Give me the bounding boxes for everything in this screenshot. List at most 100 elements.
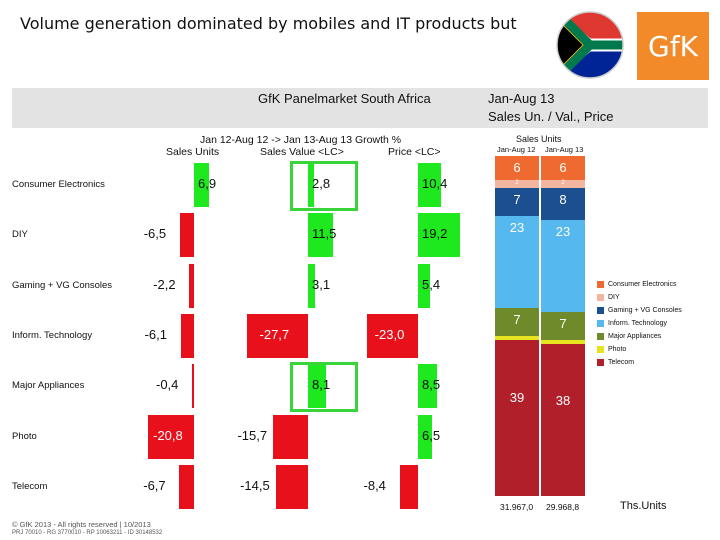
stack-segment-label: 39	[509, 389, 525, 405]
project-ids: PRJ 70010 - RG 3770010 - RP 10063211 - I…	[12, 530, 163, 536]
growth-value-label: 2,8	[312, 176, 331, 191]
header-measures: Sales Un. / Val., Price	[488, 109, 614, 124]
category-label: Gaming + VG Consoles	[12, 279, 113, 291]
growth-bar	[148, 414, 194, 459]
growth-bar	[189, 263, 194, 308]
legend-label: Inform. Technology	[608, 320, 668, 327]
stack-segment-label: 2	[515, 180, 519, 186]
stack-segment-label: 38	[555, 392, 571, 408]
legend-swatch	[597, 281, 604, 288]
growth-bar	[179, 464, 194, 509]
legend-swatch	[597, 359, 604, 366]
stack-segment-label: 6	[513, 160, 521, 175]
growth-bar	[418, 414, 433, 459]
stack-segment-label: 23	[509, 220, 525, 235]
growth-value-label: -0,4	[156, 377, 179, 393]
growth-bar	[194, 163, 210, 207]
highlight-box	[290, 161, 358, 211]
stack-segment	[541, 220, 585, 312]
category-label: Photo	[12, 430, 37, 442]
category-label: Major Appliances	[12, 380, 85, 392]
growth-bar	[308, 163, 315, 207]
stack-segment	[495, 188, 539, 216]
header-panel-title: GfK Panelmarket South Africa	[258, 91, 431, 106]
growth-bar	[399, 464, 418, 509]
growth-chart-title: Jan 12-Aug 12 -> Jan 13-Aug 13 Growth %	[200, 134, 402, 146]
legend-swatch	[597, 346, 604, 353]
growth-value-label: 11,5	[312, 226, 337, 242]
legend: Consumer Electronics DIY Gaming + VG Conso…	[597, 278, 682, 369]
category-label: Inform. Technology	[12, 329, 93, 341]
legend-swatch	[597, 307, 604, 314]
growth-value-label: -6,7	[143, 477, 166, 493]
growth-bar	[308, 213, 334, 258]
growth-value-label: 3,1	[312, 276, 331, 292]
growth-value-label: 8,1	[312, 377, 331, 393]
growth-bar	[308, 263, 315, 308]
growth-value-label: 10,4	[422, 176, 448, 191]
growth-value-label: 19,2	[422, 226, 448, 242]
legend-item: Major Appliances	[597, 330, 682, 343]
stack-segment	[495, 180, 539, 188]
stack-segment	[495, 216, 539, 308]
growth-bar	[308, 364, 326, 409]
category-label: Telecom	[12, 480, 48, 492]
legend-label: Telecom	[608, 359, 635, 366]
stack-segment-label: 7	[559, 316, 567, 331]
header-period: Jan-Aug 13	[488, 91, 555, 106]
growth-value-label: -6,1	[144, 326, 167, 342]
growth-bar	[247, 313, 308, 358]
category-label: Consumer Electronics	[12, 179, 105, 190]
growth-value-label: 5,4	[422, 276, 441, 292]
growth-value-label: -8,4	[363, 477, 386, 493]
stack-segment-label: 7	[513, 192, 521, 207]
highlight-box	[290, 362, 358, 413]
growth-value-label: -2,2	[153, 276, 176, 292]
copyright: © GfK 2013 - All rights reserved | 10/20…	[12, 520, 151, 529]
growth-value-label: -27,7	[259, 326, 290, 342]
growth-bar	[192, 364, 194, 409]
total-2: 29.968,8	[546, 502, 580, 512]
south-africa-flag-icon	[555, 10, 625, 80]
stack-period-2: Jan-Aug 13	[545, 145, 584, 154]
gfk-logo: GfK	[637, 12, 709, 80]
col-header-units: Sales Units	[166, 146, 220, 158]
legend-item: Consumer Electronics	[597, 278, 682, 291]
growth-bar	[418, 364, 437, 409]
header-band	[12, 88, 708, 128]
stack-segment-label: 8	[559, 192, 567, 207]
legend-label: DIY	[608, 294, 620, 301]
legend-item: Photo	[597, 343, 682, 356]
stack-segment	[495, 336, 539, 340]
growth-value-label: 8,5	[422, 377, 441, 393]
page-title: Volume generation dominated by mobiles a…	[20, 14, 517, 33]
legend-label: Photo	[608, 346, 627, 353]
growth-bar	[179, 213, 194, 258]
stack-segment	[541, 340, 585, 344]
stack-segment-label: 2	[561, 180, 565, 186]
legend-swatch	[597, 294, 604, 301]
stack-segment	[495, 340, 539, 496]
stack-segment-label: 23	[555, 224, 571, 239]
growth-bar	[418, 163, 441, 207]
legend-label: Consumer Electronics	[608, 281, 677, 288]
total-unit: Ths.Units	[620, 500, 667, 512]
growth-bar	[367, 313, 418, 358]
legend-item: DIY	[597, 291, 682, 304]
stack-segment	[541, 188, 585, 220]
legend-swatch	[597, 333, 604, 340]
stack-segment	[541, 180, 585, 188]
growth-bar	[273, 414, 308, 459]
stack-segment-label: 7	[513, 312, 521, 327]
stack-segment-label: 6	[559, 160, 567, 175]
stack-chart-title: Sales Units	[516, 134, 562, 144]
col-header-price: Price <LC>	[388, 146, 441, 158]
legend-label: Gaming + VG Consoles	[608, 307, 682, 314]
growth-value-label: -14,5	[240, 477, 270, 493]
legend-swatch	[597, 320, 604, 327]
legend-item: Gaming + VG Consoles	[597, 304, 682, 317]
stack-segment	[541, 312, 585, 340]
stack-segment	[495, 308, 539, 336]
stack-period-1: Jan-Aug 12	[497, 145, 536, 154]
growth-bar	[276, 464, 308, 509]
